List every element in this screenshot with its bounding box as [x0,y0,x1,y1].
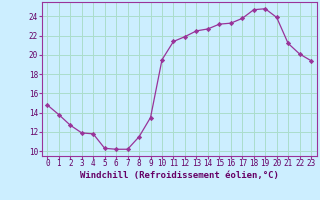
X-axis label: Windchill (Refroidissement éolien,°C): Windchill (Refroidissement éolien,°C) [80,171,279,180]
